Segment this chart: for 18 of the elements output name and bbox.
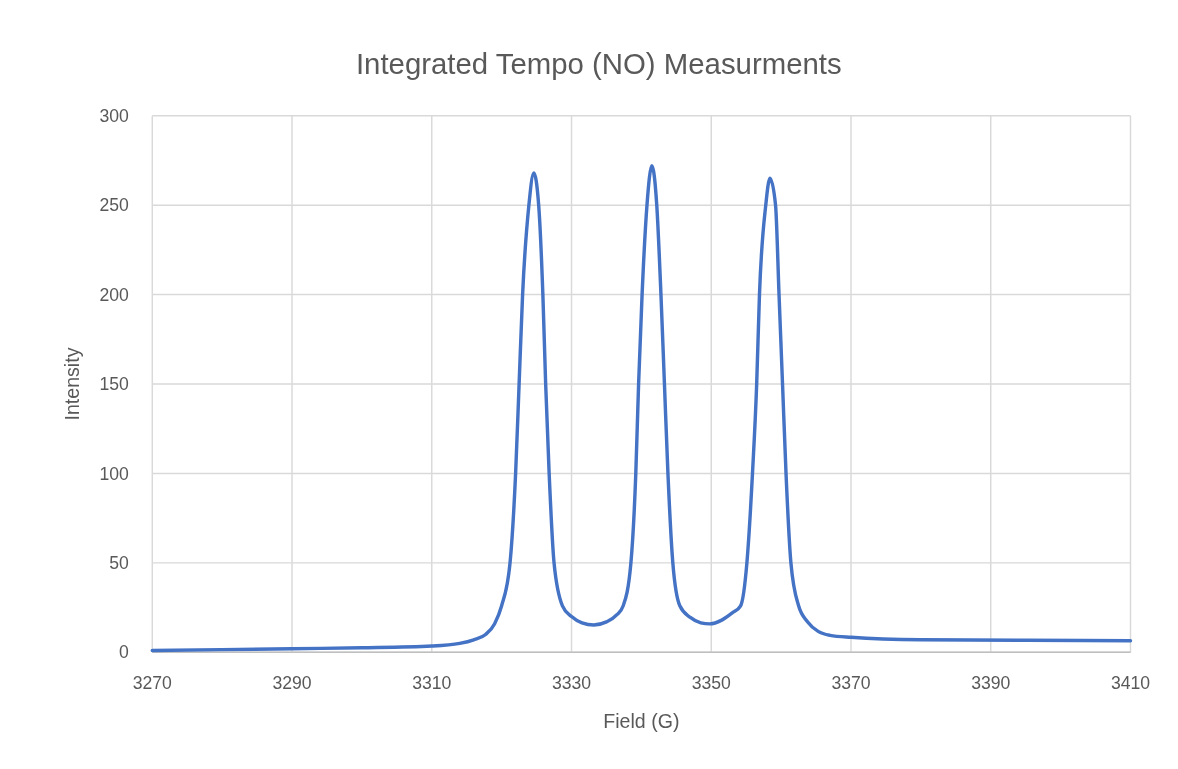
x-tick-label: 3410 [1110,672,1151,693]
y-tick-label: 100 [99,463,129,484]
y-tick-label: 0 [118,642,129,663]
x-tick-label: 3270 [132,672,173,693]
x-tick-label: 3330 [551,672,592,693]
y-tick-label: 200 [99,284,129,305]
x-tick-label: 3290 [272,672,312,693]
y-tick-label: 150 [99,374,129,395]
x-tick-label: 3390 [971,672,1011,693]
x-tick-label: 3370 [831,672,871,693]
x-tick-label: 3350 [691,672,732,693]
chart-title: Integrated Tempo (NO) Measurments [355,46,842,80]
x-tick-label: 3310 [412,672,452,693]
y-tick-label: 50 [109,553,129,574]
y-axis-title: Intensity [60,347,83,421]
y-tick-label: 250 [99,195,129,216]
x-axis-title: Field (G) [603,709,680,732]
y-tick-label: 300 [99,105,129,126]
